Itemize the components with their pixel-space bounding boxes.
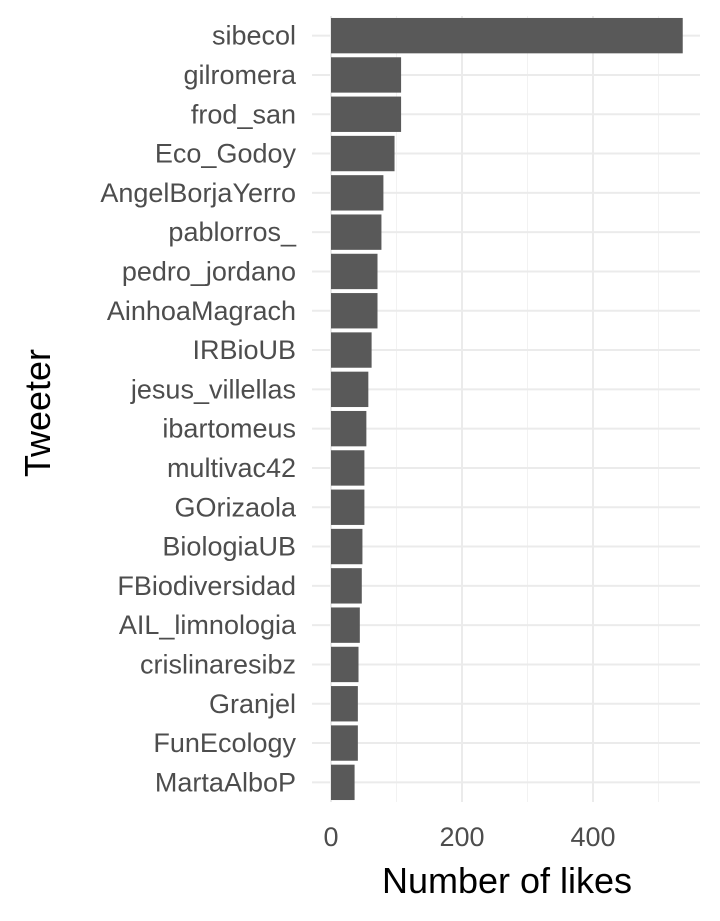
bar-FBiodiversidad — [331, 568, 362, 603]
y-tick-label: gilromera — [183, 60, 297, 90]
bar-AngelBorjaYerro — [331, 175, 383, 210]
bar-sibecol — [331, 18, 683, 53]
y-tick-label: FunEcology — [153, 728, 296, 758]
y-tick-label: AIL_limnologia — [119, 610, 297, 640]
bar-AIL_limnologia — [331, 607, 360, 642]
y-tick-label: GOrizaola — [174, 492, 297, 522]
y-tick-label: multivac42 — [167, 453, 296, 483]
y-tick-label: IRBioUB — [192, 335, 296, 365]
bar-gilromera — [331, 57, 401, 92]
y-tick-label: MartaAlboP — [155, 767, 296, 797]
y-tick-label: Granjel — [209, 689, 296, 719]
y-tick-label: crislinaresibz — [140, 649, 296, 679]
bar-Eco_Godoy — [331, 136, 395, 171]
bars — [331, 18, 683, 800]
bar-AinhoaMagrach — [331, 293, 378, 328]
x-tick-label: 200 — [439, 822, 484, 852]
y-axis-title: Tweeter — [17, 349, 58, 477]
gridlines — [312, 16, 700, 802]
y-tick-label: AngelBorjaYerro — [100, 178, 296, 208]
bar-GOrizaola — [331, 490, 364, 525]
y-tick-label: sibecol — [212, 21, 296, 51]
y-tick-label: ibartomeus — [162, 414, 296, 444]
y-tick-label: Eco_Godoy — [155, 139, 297, 169]
bar-multivac42 — [331, 450, 364, 485]
y-tick-label: frod_san — [191, 99, 296, 129]
bar-jesus_villellas — [331, 372, 368, 407]
bar-crislinaresibz — [331, 647, 359, 682]
y-tick-label: BiologiaUB — [162, 532, 296, 562]
bar-frod_san — [331, 97, 401, 132]
bar-IRBioUB — [331, 332, 372, 367]
x-axis-title: Number of likes — [382, 860, 632, 901]
y-tick-label: pedro_jordano — [122, 256, 296, 286]
bar-pablorros_ — [331, 214, 381, 249]
bar-BiologiaUB — [331, 529, 362, 564]
y-tick-label: AinhoaMagrach — [107, 296, 296, 326]
bar-FunEcology — [331, 725, 358, 760]
y-tick-labels: sibecol gilromera frod_san Eco_Godoy AngelBo… — [100, 21, 297, 798]
x-tick-label: 0 — [323, 822, 338, 852]
bar-pedro_jordano — [331, 254, 378, 289]
bar-ibartomeus — [331, 411, 366, 446]
bar-MartaAlboP — [331, 765, 355, 800]
y-tick-label: FBiodiversidad — [117, 571, 296, 601]
x-tick-label: 400 — [570, 822, 615, 852]
y-tick-label: jesus_villellas — [130, 374, 296, 404]
bar-Granjel — [331, 686, 358, 721]
x-tick-labels: 0 200 400 — [323, 822, 615, 852]
y-tick-label: pablorros_ — [168, 217, 297, 247]
